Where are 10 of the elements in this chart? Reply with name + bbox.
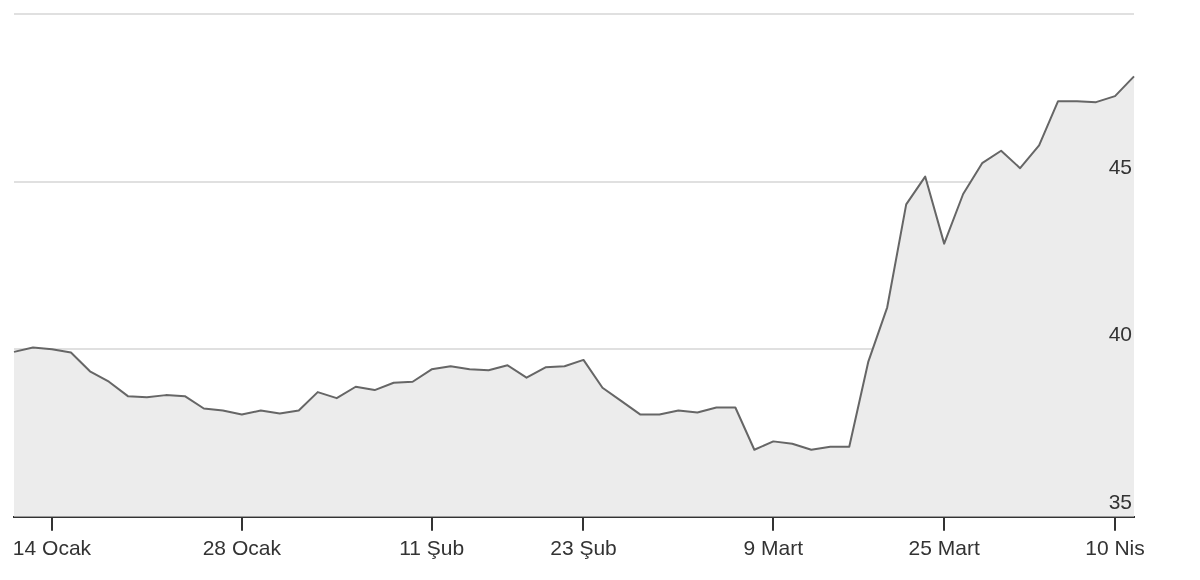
y-tick-label: 45 xyxy=(1108,154,1132,178)
x-tick-label: 14 Ocak xyxy=(12,536,92,560)
x-tick-label: 25 Mart xyxy=(908,536,980,560)
x-tick-label: 23 Şub xyxy=(550,536,617,560)
x-tick-label: 11 Şub xyxy=(399,536,465,560)
x-tick-label: 10 Nis xyxy=(1085,536,1145,560)
x-tick-label: 28 Ocak xyxy=(202,536,282,560)
x-tick-label: 9 Mart xyxy=(743,536,804,560)
y-tick-label: 35 xyxy=(1108,490,1132,514)
y-tick-label: 40 xyxy=(1108,322,1132,346)
